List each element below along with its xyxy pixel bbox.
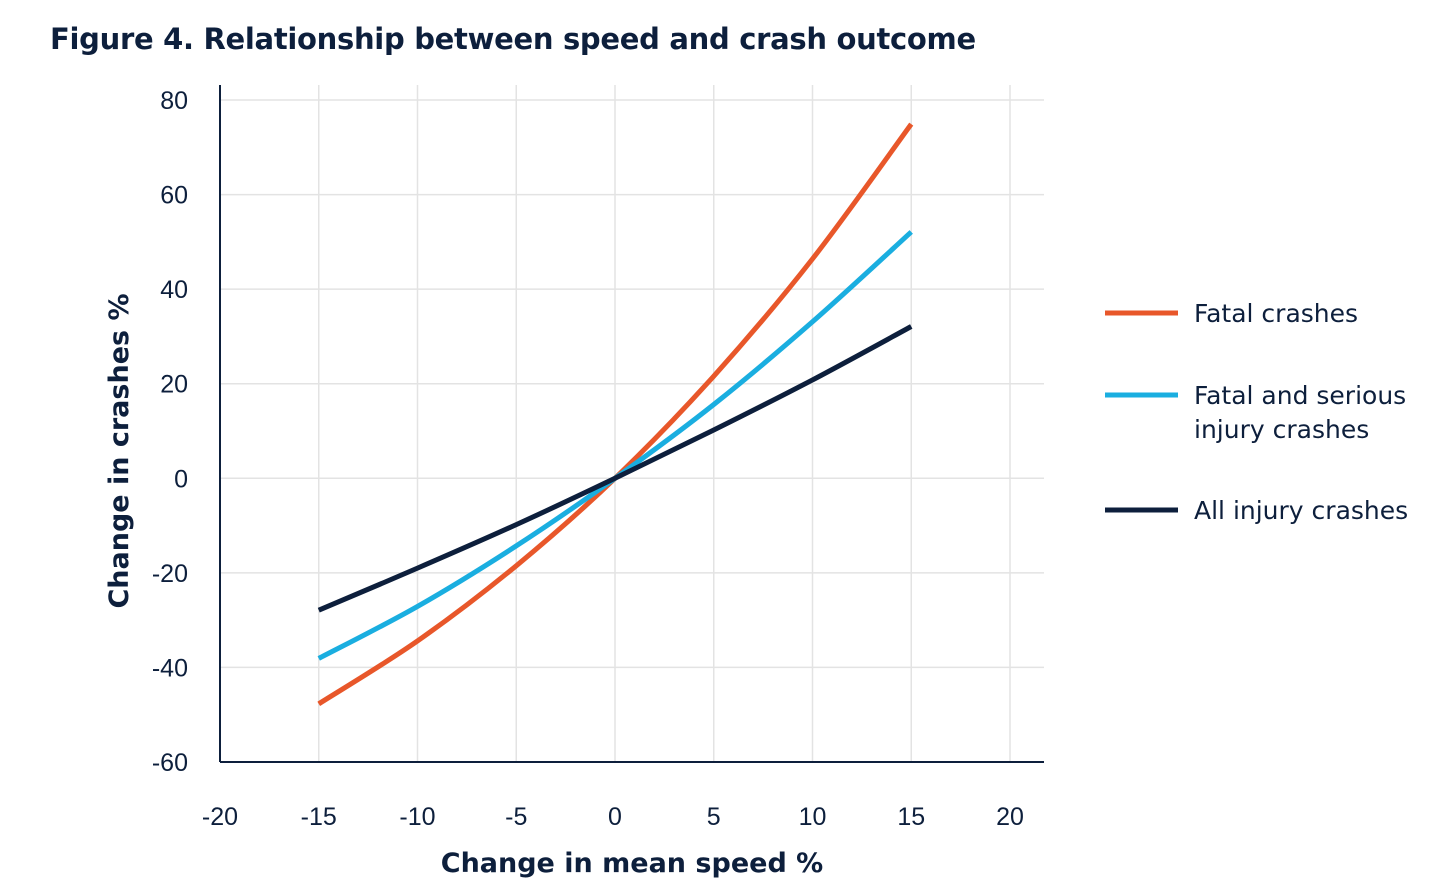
y-tick-label: 80 (160, 87, 188, 115)
x-tick-label: 15 (897, 803, 925, 831)
y-tick-label: 0 (174, 465, 188, 493)
series-lines (317, 122, 914, 706)
y-axis-title: Change in crashes % (104, 293, 135, 608)
y-tick-label: 40 (160, 276, 188, 304)
figure-title: Figure 4. Relationship between speed and… (50, 22, 976, 56)
y-tick-label: -60 (152, 749, 188, 777)
series-line-all-injury (317, 324, 913, 613)
legend: Fatal crashes Fatal and serious injury cra… (1105, 299, 1408, 525)
x-tick-label: 5 (707, 803, 721, 831)
x-tick-label: 20 (996, 803, 1024, 831)
legend-label: Fatal crashes (1194, 299, 1358, 328)
x-tick-label: -15 (301, 803, 337, 831)
y-axis-ticks: 80 60 40 20 0 -20 -40 -60 (152, 87, 188, 777)
x-tick-label: -10 (399, 803, 435, 831)
x-tick-label: 10 (799, 803, 827, 831)
legend-label: injury crashes (1194, 415, 1369, 444)
axes (219, 85, 1044, 763)
x-tick-label: -20 (202, 803, 238, 831)
legend-label: All injury crashes (1194, 496, 1408, 525)
y-tick-label: 60 (160, 182, 188, 210)
x-tick-label: 0 (608, 803, 622, 831)
gridlines (220, 85, 1044, 762)
y-tick-label: -20 (152, 560, 188, 588)
x-axis-title: Change in mean speed % (441, 848, 823, 879)
legend-label: Fatal and serious (1194, 381, 1406, 410)
y-tick-label: -40 (152, 654, 188, 682)
x-tick-label: -5 (505, 803, 527, 831)
y-tick-label: 20 (160, 371, 188, 399)
x-axis-ticks: -20 -15 -10 -5 0 5 10 15 20 (202, 803, 1024, 831)
